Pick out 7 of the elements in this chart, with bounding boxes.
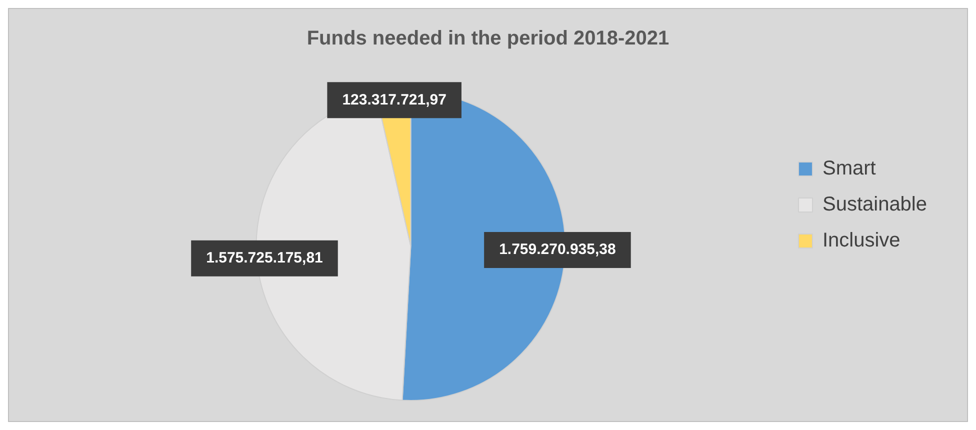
chart-title: Funds needed in the period 2018-2021 bbox=[306, 28, 670, 50]
legend-label: Inclusive bbox=[822, 230, 900, 252]
data-label: 1.575.725.175,81 bbox=[206, 250, 323, 267]
legend-label: Smart bbox=[822, 158, 876, 180]
legend-label: Sustainable bbox=[822, 194, 928, 216]
data-label: 123.317.721,97 bbox=[342, 91, 446, 108]
data-label: 1.759.270.935,38 bbox=[499, 241, 616, 258]
